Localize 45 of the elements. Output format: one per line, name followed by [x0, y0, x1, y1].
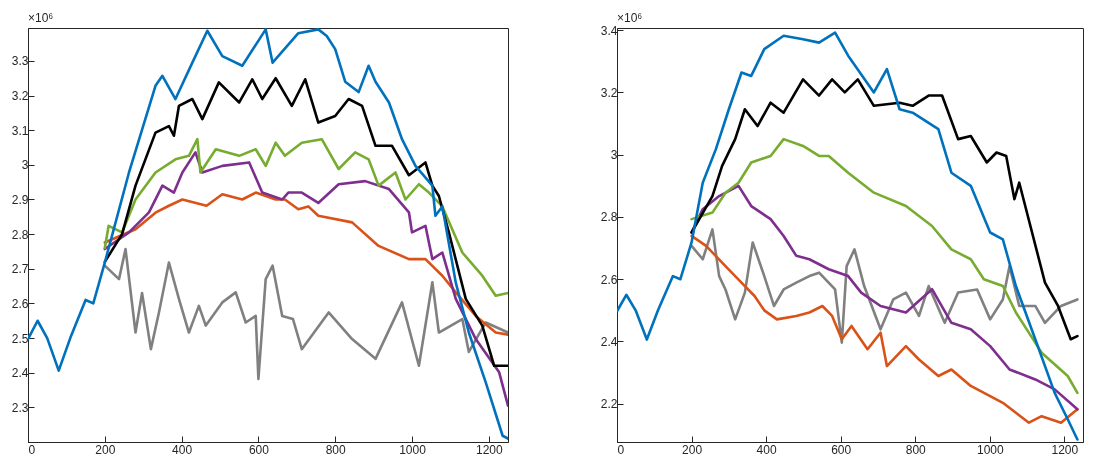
x-tick-label: 800	[325, 442, 347, 457]
line-series	[28, 28, 508, 440]
line-series	[103, 137, 508, 298]
line-series	[690, 78, 1079, 341]
y-tick-label: 3	[610, 148, 618, 163]
y-tick-label: 2.8	[11, 227, 29, 242]
x-tick-label: 0	[28, 442, 36, 457]
y-tick-label: 3.3	[11, 54, 29, 69]
x-tick-label: 0	[617, 442, 625, 457]
x-tick-label: 1200	[1051, 442, 1079, 457]
y-tick-label: 2.7	[11, 262, 29, 277]
y-tick-label: 2.8	[600, 210, 618, 225]
x-tick-label: 200	[682, 442, 703, 457]
x-tick-label: 600	[248, 442, 270, 457]
line-series	[690, 228, 1079, 344]
y-tick-label: 3	[21, 158, 29, 173]
y-tick-label: 3.1	[11, 123, 29, 138]
y-tick-label: 2.4	[600, 334, 618, 349]
x-tick-label: 400	[172, 442, 193, 457]
x-tick-label: 400	[756, 442, 777, 457]
line-series	[103, 191, 508, 336]
y-tick-label: 2.6	[600, 272, 618, 287]
line-series	[103, 247, 508, 381]
x-tick-label: 200	[95, 442, 116, 457]
y-tick-label: 2.6	[11, 296, 29, 311]
y-tick-label: 2.5	[11, 331, 29, 346]
text: ×10⁶	[28, 11, 54, 25]
x-tick-label: 600	[831, 442, 852, 457]
y-tick-label: 3.2	[11, 89, 29, 104]
line-series	[690, 234, 1079, 424]
x-tick-label: 1000	[976, 442, 1004, 457]
y-tick-label: 2.3	[11, 400, 29, 415]
text: ×10⁶	[617, 11, 643, 25]
x-tick-label: 800	[905, 442, 927, 457]
line-series	[103, 151, 508, 407]
line-series	[690, 184, 1079, 411]
y-tick-label: 2.2	[600, 397, 618, 412]
line-series	[690, 137, 1079, 395]
y-tick-label: 3.4	[600, 23, 618, 38]
y-tick-label: 3.2	[600, 85, 618, 100]
line-series	[103, 76, 508, 368]
x-tick-label: 1000	[399, 442, 427, 457]
y-tick-label: 2.4	[11, 366, 29, 381]
y-tick-label: 2.9	[11, 192, 29, 207]
x-tick-label: 1200	[475, 442, 503, 457]
